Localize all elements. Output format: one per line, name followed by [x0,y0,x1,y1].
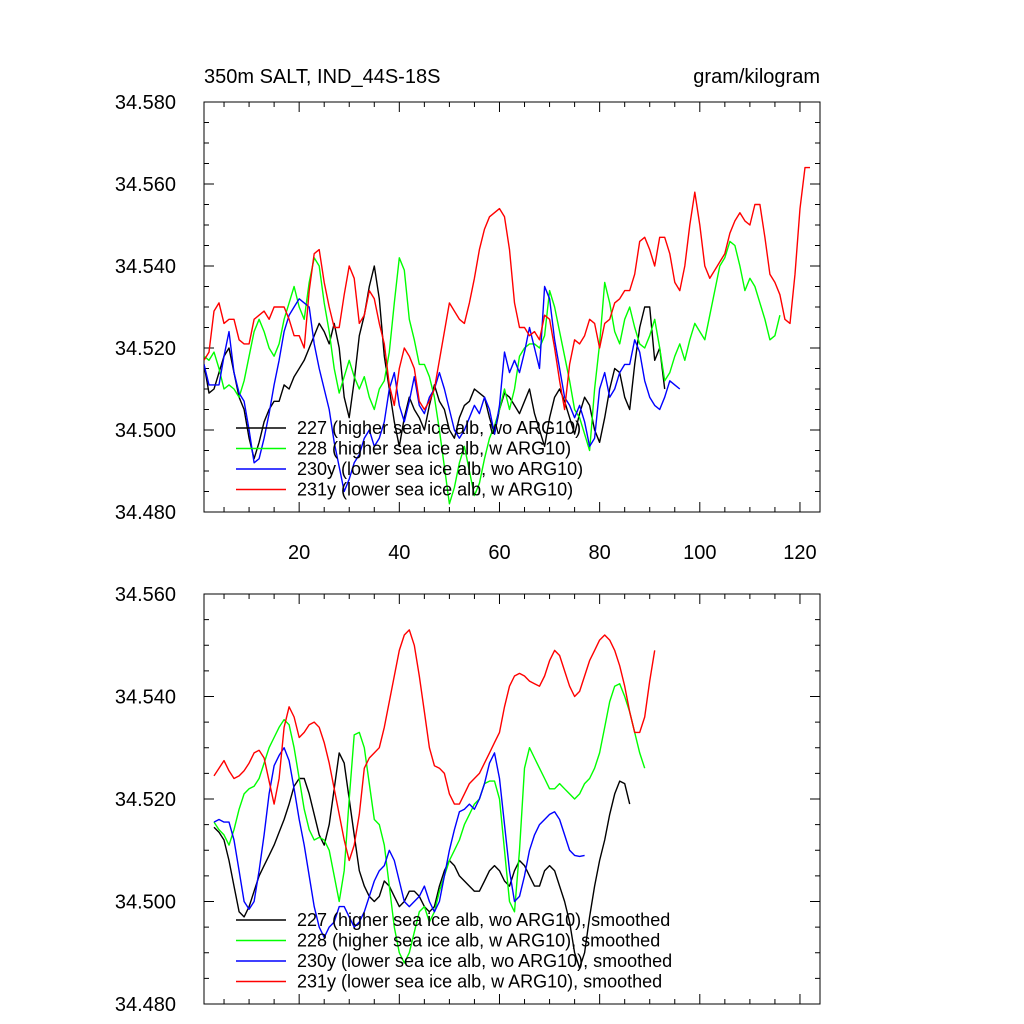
y-tick-label: 34.540 [115,687,176,709]
legend-label: 230y (lower sea ice alb, wo ARG10), smoo… [297,951,672,971]
series-line-227 [204,265,666,460]
legend-label: 227 (higher sea ice alb, wo ARG10), smoo… [297,910,670,930]
chart-units: gram/kilogram [693,66,820,88]
legend-label: 231y (lower sea ice alb, w ARG10), smoot… [297,972,662,992]
series-line-227 [213,752,631,969]
series-line-230y [213,747,585,939]
y-tick-label: 34.500 [115,892,176,914]
chart-title: 350m SALT, IND_44S-18S [204,66,440,88]
y-tick-label: 34.520 [115,338,176,360]
y-tick-label: 34.520 [115,789,176,811]
series-line-231y [213,629,656,862]
y-tick-label: 34.540 [115,256,176,278]
legend-label: 227 (higher sea ice alb, wo ARG10) [297,418,581,438]
legend-label: 228 (higher sea ice alb, w ARG10), smoot… [297,931,660,951]
legend-label: 231y (lower sea ice alb, w ARG10) [297,480,573,500]
x-tick-label: 80 [589,542,611,564]
legend-label: 230y (lower sea ice alb, wo ARG10) [297,459,583,479]
series-line-230y [204,285,681,493]
y-tick-label: 34.580 [115,92,176,114]
series-line-231y [204,166,810,411]
bottom-panel: 34.480 34.500 34.520 34.540 34.560 227 (highe… [115,584,821,1016]
top-panel: 20 40 60 80 100 120 34.480 34.500 34.520 34.540 34… [115,92,821,564]
x-tick-label: 20 [288,542,310,564]
x-tick-label: 100 [683,542,716,564]
series-line-228 [204,240,781,505]
y-tick-label: 34.480 [115,994,176,1016]
y-tick-label: 34.560 [115,584,176,606]
x-tick-label: 120 [783,542,816,564]
x-tick-label: 40 [388,542,410,564]
x-tick-label: 60 [488,542,510,564]
legend-label: 228 (higher sea ice alb, w ARG10) [297,439,571,459]
y-tick-label: 34.560 [115,174,176,196]
y-tick-label: 34.480 [115,502,176,524]
y-tick-label: 34.500 [115,420,176,442]
